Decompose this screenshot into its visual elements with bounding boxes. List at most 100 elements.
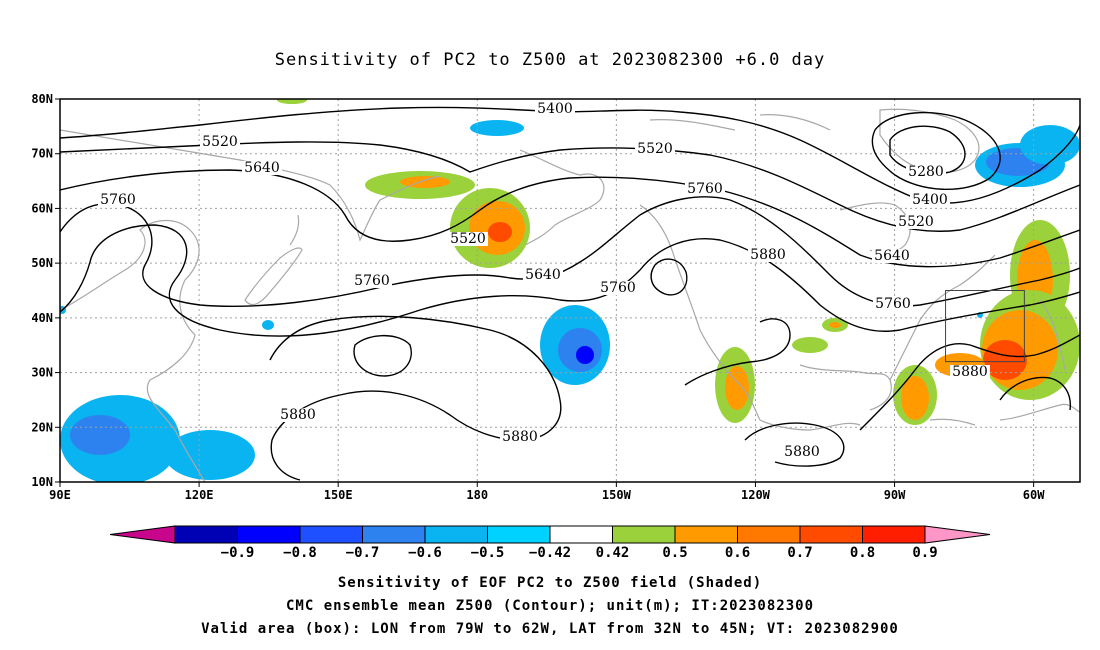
contour-label-bg	[352, 274, 392, 288]
valid-area-box	[945, 290, 1025, 363]
negative-sensitivity-area	[470, 120, 524, 136]
colorbar-box	[299, 525, 363, 544]
lat-tick-label: 50N	[31, 256, 53, 270]
contour-label-bg	[598, 281, 638, 295]
contour-labels: 5400 5520 5520 5640 5760 5760 5520 5640 5760 5760…	[98, 101, 990, 460]
positive-sensitivity-area	[829, 322, 841, 328]
negative-sensitivity-area	[1020, 125, 1080, 165]
lon-tick-label: 120E	[185, 488, 214, 502]
caption-valid-area: Valid area (box): LON from 79W to 62W, L…	[201, 621, 899, 637]
contour-label-bg	[500, 430, 540, 444]
contour-label: 5280	[908, 164, 944, 180]
colorbar-tick-label: −0.9	[221, 545, 255, 561]
colorbar-box	[862, 525, 926, 544]
lon-tick-label: 150E	[324, 488, 353, 502]
colorbar-box	[237, 525, 301, 544]
lat-tick-label: 60N	[31, 201, 53, 215]
colorbar-box	[612, 525, 676, 544]
plot-title: Sensitivity of PC2 to Z500 at 2023082300…	[274, 50, 826, 70]
colorbar-box	[174, 525, 238, 544]
caption-shading: Sensitivity of EOF PC2 to Z500 field (Sh…	[337, 575, 763, 591]
map-frame	[59, 98, 1081, 483]
contour-label: 5760	[354, 273, 390, 289]
contour-label: 5880	[280, 407, 316, 423]
caption-contour: CMC ensemble mean Z500 (Contour); unit(m…	[285, 598, 814, 614]
lon-tick-label: 90W	[884, 488, 906, 502]
lat-tick-label: 80N	[31, 92, 53, 106]
contour-label: 5880	[502, 429, 538, 445]
contour-label-bg	[896, 215, 936, 229]
contour-label: 5640	[244, 160, 280, 176]
contour-label: 5400	[537, 101, 573, 117]
contour-label: 5760	[600, 280, 636, 296]
contour-label-bg	[448, 232, 488, 246]
negative-sensitivity-area	[262, 320, 274, 330]
colorbar-box	[674, 525, 738, 544]
contour-label: 5880	[952, 364, 988, 380]
contour-label-bg	[242, 161, 282, 175]
colorbar-tick-label: 0.42	[596, 545, 630, 561]
map-axes: 90E 120E 150E 180 150W 120W 90W 60W 80N 70N 60N 50N…	[31, 92, 1045, 502]
positive-sensitivity-area	[901, 376, 929, 420]
contour-label: 5640	[525, 267, 561, 283]
contour-label: 5760	[687, 181, 723, 197]
lat-tick-label: 20N	[31, 420, 53, 434]
map-background	[60, 99, 1080, 482]
contour-label-bg	[685, 182, 725, 196]
lon-tick-label: 150W	[602, 488, 632, 502]
contour-label-bg	[278, 408, 318, 422]
colorbar: −0.9 −0.8 −0.7 −0.6 −0.5 −0.42 0.42 0.5 0.6 0.7 0.…	[109, 525, 991, 561]
colorbar-box	[362, 525, 426, 544]
lat-tick-label: 40N	[31, 311, 53, 325]
contour-label-bg	[950, 365, 990, 379]
colorbar-tick-label: −0.7	[346, 545, 380, 561]
contour-label: 5520	[202, 134, 238, 150]
negative-sensitivity-area	[70, 415, 130, 455]
colorbar-box	[549, 525, 613, 544]
coastlines	[60, 108, 1080, 482]
colorbar-extend-low	[109, 525, 176, 544]
colorbar-box	[424, 525, 488, 544]
colorbar-tick-label: 0.6	[725, 545, 750, 561]
lat-tick-label: 10N	[31, 475, 53, 489]
contour-label-bg	[535, 102, 575, 116]
contour-label: 5760	[875, 296, 911, 312]
contour-label: 5640	[874, 248, 910, 264]
colorbar-tick-label: 0.7	[787, 545, 812, 561]
contour-label: 5520	[898, 214, 934, 230]
contour-label-bg	[200, 135, 240, 149]
contour-label-bg	[523, 268, 563, 282]
positive-sensitivity-area	[983, 340, 1027, 380]
colorbar-extend-high	[924, 525, 991, 544]
colorbar-tick-label: 0.5	[662, 545, 687, 561]
contour-label: 5520	[450, 231, 486, 247]
colorbar-box	[737, 525, 801, 544]
colorbar-tick-label: −0.5	[471, 545, 505, 561]
lon-tick-label: 120W	[741, 488, 771, 502]
lon-tick-label: 60W	[1023, 488, 1045, 502]
contour-label: 5520	[637, 141, 673, 157]
contour-label-bg	[872, 249, 912, 263]
negative-sensitivity-area	[576, 346, 594, 364]
contour-label-bg	[782, 445, 822, 459]
colorbar-tick-label: −0.42	[529, 545, 571, 561]
positive-sensitivity-area	[488, 222, 512, 242]
positive-sensitivity-area	[277, 99, 307, 104]
lon-tick-label: 180	[466, 488, 488, 502]
colorbar-tick-label: −0.8	[283, 545, 317, 561]
contour-label: 5880	[784, 444, 820, 460]
positive-sensitivity-area	[725, 366, 749, 410]
contour-label-bg	[635, 142, 675, 156]
contour-label: 5400	[912, 192, 948, 208]
contour-label-bg	[873, 297, 913, 311]
positive-sensitivity-area	[792, 337, 828, 353]
lat-tick-label: 70N	[31, 147, 53, 161]
contour-label-bg	[910, 193, 950, 207]
lat-tick-label: 30N	[31, 366, 53, 380]
colorbar-tick-label: 0.8	[850, 545, 875, 561]
colorbar-tick-label: 0.9	[912, 545, 937, 561]
lon-tick-label: 90E	[49, 488, 71, 502]
contour-label-bg	[98, 193, 138, 207]
colorbar-box	[487, 525, 551, 544]
